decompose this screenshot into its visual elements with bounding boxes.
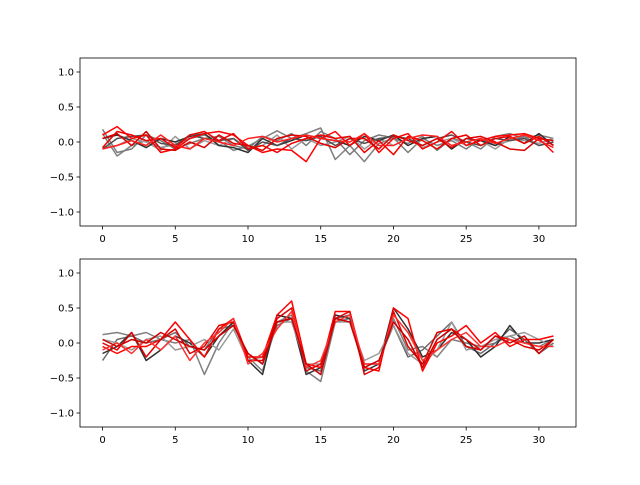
top-subplot-x-tick-label: 0 [99, 234, 105, 245]
bottom-subplot-x-tick-label: 20 [387, 435, 400, 446]
bottom-subplot-x-tick-label: 25 [460, 435, 473, 446]
bottom-subplot-x-tick-label: 5 [172, 435, 178, 446]
bottom-subplot-x-tick-label: 10 [242, 435, 255, 446]
top-subplot-series-line-7 [102, 130, 554, 152]
top-subplot-y-tick-label: 0.5 [58, 103, 74, 114]
top-subplot: 0 5 10 15 20 25 30 1.0 0.5 0.0 −0.5 −1.0 [50, 57, 577, 246]
bottom-subplot-x-tick-label: 30 [533, 435, 546, 446]
bottom-subplot-y-tick-label: 1.0 [58, 269, 74, 280]
top-subplot-x-tick-label: 10 [242, 234, 255, 245]
bottom-subplot-x-tick-label: 0 [99, 435, 105, 446]
bottom-subplot-series-line-7 [102, 317, 554, 376]
top-subplot-y-tick-label: −1.0 [50, 208, 74, 219]
bottom-subplot-y-tick-label: −1.0 [50, 409, 74, 420]
top-subplot-y-tick-label: 1.0 [58, 68, 74, 79]
top-subplot-y-tick-label: −0.5 [50, 173, 74, 184]
top-subplot-x-tick-label: 20 [387, 234, 400, 245]
top-subplot-ticks: 0 5 10 15 20 25 30 1.0 0.5 0.0 −0.5 −1.0 [50, 68, 546, 246]
bottom-subplot-y-tick-label: −0.5 [50, 374, 74, 385]
top-subplot-y-tick-label: 0.0 [58, 138, 74, 149]
bottom-subplot-ticks: 0 5 10 15 20 25 30 1.0 0.5 0.0 −0.5 −1.0 [50, 269, 546, 447]
top-subplot-x-tick-label: 30 [533, 234, 546, 245]
top-subplot-series-line-5 [102, 125, 554, 163]
top-subplot-series-line-8 [102, 132, 554, 150]
bottom-subplot-y-tick-label: 0.5 [58, 304, 74, 315]
bottom-subplot-lines [101, 300, 554, 383]
top-subplot-series-line-4 [102, 134, 554, 152]
bottom-subplot-series-line-0 [102, 314, 554, 383]
bottom-subplot: 0 5 10 15 20 25 30 1.0 0.5 0.0 −0.5 −1.0 [50, 258, 577, 447]
bottom-subplot-x-tick-label: 15 [314, 435, 327, 446]
bottom-subplot-y-tick-label: 0.0 [58, 339, 74, 350]
top-subplot-x-tick-label: 5 [172, 234, 178, 245]
top-subplot-lines [101, 125, 554, 163]
top-subplot-x-tick-label: 15 [314, 234, 327, 245]
top-subplot-x-tick-label: 25 [460, 234, 473, 245]
